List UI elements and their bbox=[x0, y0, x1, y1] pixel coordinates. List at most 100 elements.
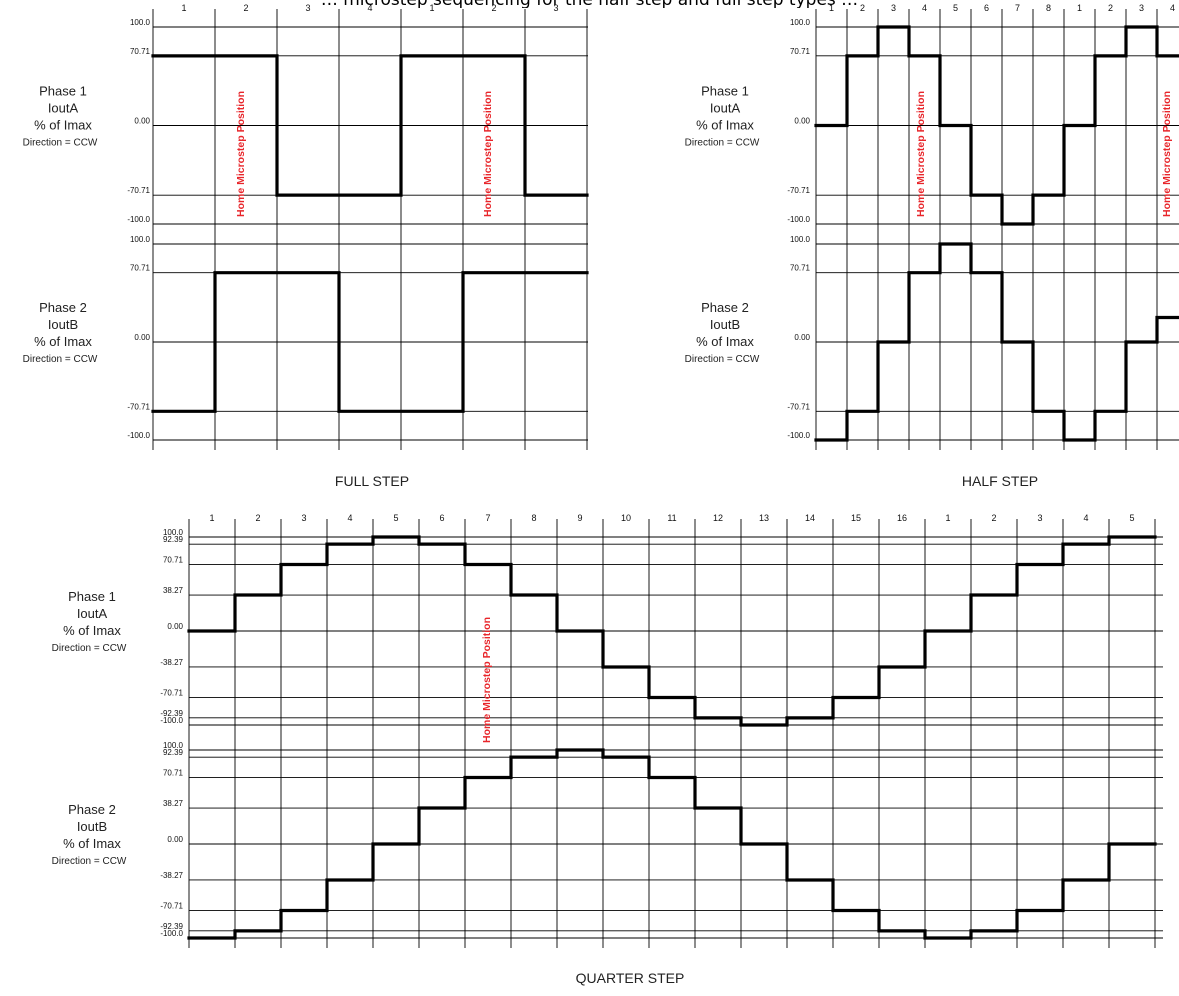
phase-label: Phase 2 bbox=[68, 802, 116, 817]
phase-label: Phase 2 bbox=[701, 300, 749, 315]
phase2-waveform bbox=[151, 271, 589, 413]
y-tick-label: -70.71 bbox=[127, 402, 150, 411]
column-number: 1 bbox=[209, 513, 214, 523]
current-label: IoutA bbox=[710, 101, 741, 116]
y-tick-label: 100.0 bbox=[790, 235, 811, 244]
y-tick-label: -100.0 bbox=[127, 215, 150, 224]
home-microstep-label: Home Microstep Position bbox=[481, 617, 493, 743]
current-label: IoutB bbox=[77, 819, 107, 834]
y-tick-label: 0.00 bbox=[167, 835, 183, 844]
column-number: 1 bbox=[829, 3, 834, 13]
y-tick-label: 38.27 bbox=[163, 799, 184, 808]
column-number: 14 bbox=[805, 513, 815, 523]
column-number: 12 bbox=[713, 513, 723, 523]
column-number: 3 bbox=[891, 3, 896, 13]
current-label: IoutB bbox=[48, 317, 78, 332]
phase1-waveform bbox=[187, 535, 1157, 727]
column-number: 3 bbox=[305, 3, 310, 13]
panel-title: QUARTER STEP bbox=[576, 970, 685, 986]
y-tick-label: -100.0 bbox=[160, 716, 183, 725]
y-tick-label: -100.0 bbox=[787, 215, 810, 224]
y-tick-label: 70.71 bbox=[163, 769, 184, 778]
y-tick-label: 100.0 bbox=[790, 18, 811, 27]
y-tick-label: -100.0 bbox=[787, 431, 810, 440]
y-tick-label: 0.00 bbox=[134, 333, 150, 342]
column-number: 4 bbox=[1170, 3, 1175, 13]
column-number: 3 bbox=[553, 3, 558, 13]
y-tick-label: 38.27 bbox=[163, 586, 184, 595]
column-number: 1 bbox=[429, 3, 434, 13]
column-number: 2 bbox=[860, 3, 865, 13]
y-tick-label: 70.71 bbox=[130, 264, 151, 273]
phase1-waveform bbox=[814, 25, 1179, 226]
column-number: 11 bbox=[667, 513, 676, 523]
direction-label: Direction = CCW bbox=[23, 354, 98, 365]
y-tick-label: -70.71 bbox=[160, 901, 183, 910]
column-number: 5 bbox=[393, 513, 398, 523]
y-tick-label: 0.00 bbox=[167, 622, 183, 631]
y-tick-label: -92.39 bbox=[160, 709, 183, 718]
y-tick-label: -70.71 bbox=[787, 186, 810, 195]
percent-label: % of Imax bbox=[34, 118, 92, 133]
column-number: 2 bbox=[243, 3, 248, 13]
column-number: 4 bbox=[922, 3, 927, 13]
column-number: 7 bbox=[1015, 3, 1020, 13]
percent-label: % of Imax bbox=[63, 836, 121, 851]
percent-label: % of Imax bbox=[696, 334, 754, 349]
column-number: 2 bbox=[255, 513, 260, 523]
direction-label: Direction = CCW bbox=[23, 138, 98, 149]
current-label: IoutA bbox=[48, 101, 79, 116]
column-number: 2 bbox=[491, 3, 496, 13]
y-tick-label: -70.71 bbox=[787, 402, 810, 411]
y-tick-label: -70.71 bbox=[160, 688, 183, 697]
column-number: 15 bbox=[851, 513, 861, 523]
current-label: IoutB bbox=[710, 317, 740, 332]
column-number: 8 bbox=[531, 513, 536, 523]
y-tick-label: 100.0 bbox=[130, 235, 151, 244]
panel-title: FULL STEP bbox=[335, 473, 409, 489]
column-number: 4 bbox=[347, 513, 352, 523]
y-tick-label: 0.00 bbox=[794, 333, 810, 342]
column-number: 9 bbox=[577, 513, 582, 523]
y-tick-label: 70.71 bbox=[790, 264, 811, 273]
top-caption: … microstep sequencing for the half step… bbox=[0, 0, 1179, 8]
column-number: 3 bbox=[1037, 513, 1042, 523]
home-microstep-label: Home Microstep Position bbox=[1161, 91, 1173, 217]
phase2-waveform bbox=[187, 748, 1157, 940]
home-microstep-label: Home Microstep Position bbox=[482, 91, 494, 217]
direction-label: Direction = CCW bbox=[685, 138, 760, 149]
phase-label: Phase 2 bbox=[39, 300, 87, 315]
column-number: 2 bbox=[1108, 3, 1113, 13]
y-tick-label: -38.27 bbox=[160, 658, 183, 667]
panel-title: HALF STEP bbox=[962, 473, 1038, 489]
y-tick-label: 70.71 bbox=[163, 556, 184, 565]
top-caption-clip: … microstep sequencing for the half step… bbox=[0, 0, 1179, 8]
home-microstep-label: Home Microstep Position bbox=[235, 91, 247, 217]
y-tick-label: -100.0 bbox=[160, 929, 183, 938]
y-tick-label: 100.0 bbox=[130, 18, 151, 27]
column-number: 2 bbox=[991, 513, 996, 523]
column-number: 5 bbox=[953, 3, 958, 13]
column-number: 6 bbox=[984, 3, 989, 13]
y-tick-label: 100.0 bbox=[163, 528, 184, 537]
y-tick-label: -92.39 bbox=[160, 922, 183, 931]
direction-label: Direction = CCW bbox=[52, 643, 127, 654]
percent-label: % of Imax bbox=[34, 334, 92, 349]
y-tick-label: 0.00 bbox=[134, 117, 150, 126]
phase1-waveform bbox=[151, 54, 589, 197]
y-tick-label: 70.71 bbox=[790, 47, 811, 56]
column-number: 1 bbox=[1077, 3, 1082, 13]
y-tick-label: 0.00 bbox=[794, 117, 810, 126]
column-number: 3 bbox=[1139, 3, 1144, 13]
column-number: 13 bbox=[759, 513, 769, 523]
column-number: 1 bbox=[181, 3, 186, 13]
column-number: 10 bbox=[621, 513, 631, 523]
phase-label: Phase 1 bbox=[68, 589, 116, 604]
column-number: 16 bbox=[897, 513, 907, 523]
phase-label: Phase 1 bbox=[701, 84, 749, 99]
column-number: 7 bbox=[485, 513, 490, 523]
column-number: 3 bbox=[301, 513, 306, 523]
column-number: 6 bbox=[439, 513, 444, 523]
y-tick-label: -70.71 bbox=[127, 186, 150, 195]
